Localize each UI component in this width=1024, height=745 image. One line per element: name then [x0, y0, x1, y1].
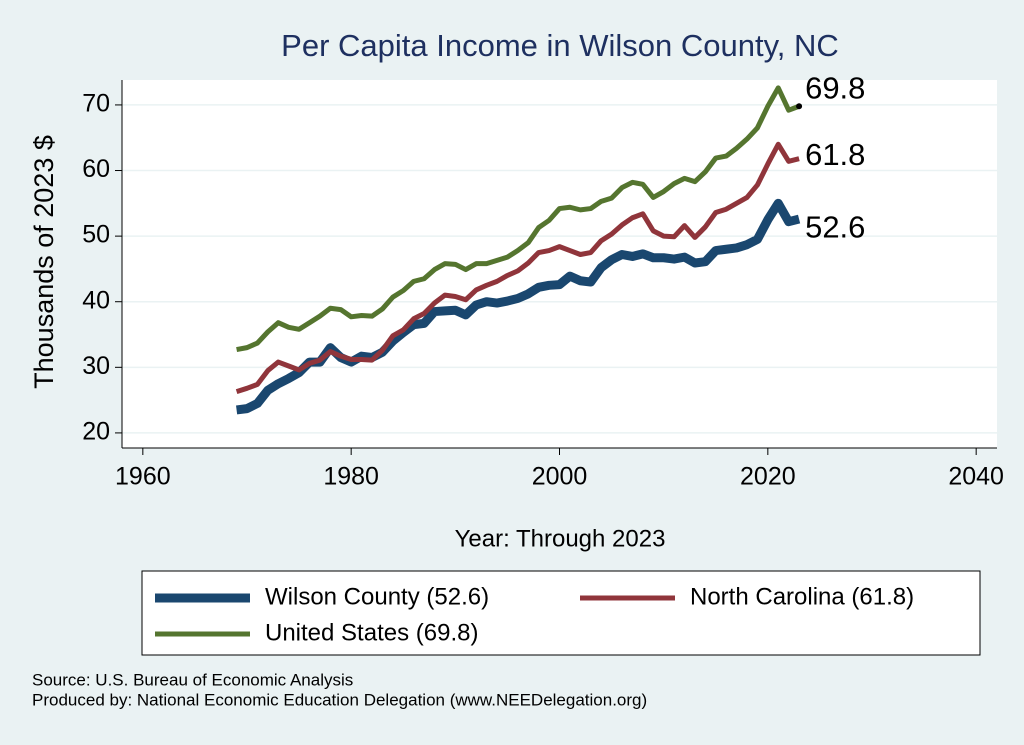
x-tick-label: 2040 [948, 463, 1004, 491]
end-label: 52.6 [805, 209, 865, 244]
end-point [796, 103, 803, 110]
series-line [236, 85, 800, 353]
x-tick-label: 1960 [115, 463, 171, 491]
x-tick-label: 1980 [323, 463, 379, 491]
end-label: 69.8 [805, 70, 865, 105]
y-tick-label: 20 [82, 418, 110, 446]
legend-label: North Carolina (61.8) [690, 583, 914, 610]
end-label: 61.8 [805, 137, 865, 172]
y-tick-label: 50 [82, 221, 110, 249]
series-line [236, 198, 801, 415]
y-tick-label: 30 [82, 352, 110, 380]
source-note: Source: U.S. Bureau of Economic Analysis [32, 670, 353, 689]
plot-area [122, 80, 997, 448]
y-tick-label: 40 [82, 286, 110, 314]
legend-label: Wilson County (52.6) [265, 583, 489, 610]
chart-title: Per Capita Income in Wilson County, NC [281, 28, 839, 63]
x-axis-title: Year: Through 2023 [455, 525, 666, 552]
x-tick-label: 2020 [740, 463, 796, 491]
y-tick-label: 70 [82, 90, 110, 118]
legend-label: United States (69.8) [265, 619, 478, 646]
produced-note: Produced by: National Economic Education… [32, 690, 647, 709]
legend-box [141, 570, 981, 656]
x-tick-label: 2000 [532, 463, 588, 491]
series-line [235, 141, 800, 394]
y-axis-title: Thousands of 2023 $ [29, 135, 59, 389]
y-tick-label: 60 [82, 155, 110, 183]
